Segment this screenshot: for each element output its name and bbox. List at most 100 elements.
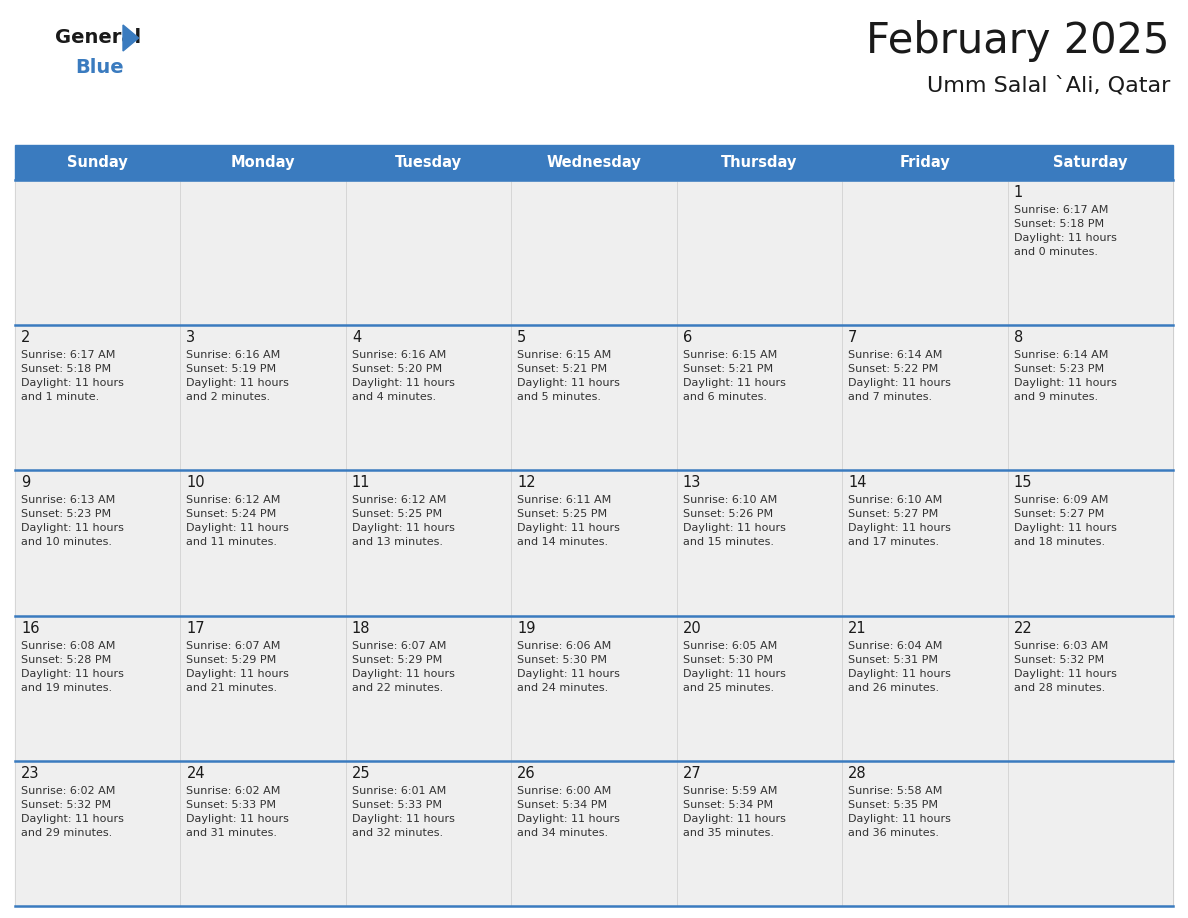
Text: Sunset: 5:18 PM: Sunset: 5:18 PM: [21, 364, 112, 375]
Text: 19: 19: [517, 621, 536, 635]
Text: Daylight: 11 hours: Daylight: 11 hours: [352, 378, 455, 388]
Text: Sunrise: 5:59 AM: Sunrise: 5:59 AM: [683, 786, 777, 796]
Text: and 18 minutes.: and 18 minutes.: [1013, 537, 1105, 547]
Text: and 9 minutes.: and 9 minutes.: [1013, 392, 1098, 402]
Text: Saturday: Saturday: [1053, 155, 1127, 170]
Text: Daylight: 11 hours: Daylight: 11 hours: [1013, 668, 1117, 678]
Bar: [181, 616, 346, 761]
Text: 9: 9: [21, 476, 30, 490]
Bar: [181, 761, 346, 906]
Text: Daylight: 11 hours: Daylight: 11 hours: [21, 813, 124, 823]
Text: and 29 minutes.: and 29 minutes.: [21, 828, 112, 838]
Text: Daylight: 11 hours: Daylight: 11 hours: [517, 813, 620, 823]
Text: Sunset: 5:20 PM: Sunset: 5:20 PM: [352, 364, 442, 375]
Text: and 35 minutes.: and 35 minutes.: [683, 828, 773, 838]
Text: Sunrise: 6:11 AM: Sunrise: 6:11 AM: [517, 496, 612, 506]
Text: 7: 7: [848, 330, 858, 345]
Text: Monday: Monday: [230, 155, 296, 170]
Bar: [346, 325, 511, 470]
Bar: [15, 180, 181, 325]
Text: Daylight: 11 hours: Daylight: 11 hours: [517, 378, 620, 388]
Text: and 28 minutes.: and 28 minutes.: [1013, 683, 1105, 692]
Text: 13: 13: [683, 476, 701, 490]
Bar: [842, 616, 1007, 761]
Text: and 21 minutes.: and 21 minutes.: [187, 683, 278, 692]
Text: and 10 minutes.: and 10 minutes.: [21, 537, 112, 547]
Text: 4: 4: [352, 330, 361, 345]
Text: Sunrise: 6:07 AM: Sunrise: 6:07 AM: [187, 641, 280, 651]
Text: Sunset: 5:23 PM: Sunset: 5:23 PM: [21, 509, 112, 520]
Text: Daylight: 11 hours: Daylight: 11 hours: [848, 378, 952, 388]
Text: Sunrise: 6:02 AM: Sunrise: 6:02 AM: [187, 786, 280, 796]
Text: and 11 minutes.: and 11 minutes.: [187, 537, 278, 547]
Bar: [511, 470, 677, 616]
Bar: [677, 616, 842, 761]
Text: Sunrise: 6:03 AM: Sunrise: 6:03 AM: [1013, 641, 1108, 651]
Text: and 26 minutes.: and 26 minutes.: [848, 683, 940, 692]
Text: Sunrise: 6:16 AM: Sunrise: 6:16 AM: [352, 350, 447, 360]
Text: Sunrise: 6:08 AM: Sunrise: 6:08 AM: [21, 641, 115, 651]
Text: Sunrise: 6:02 AM: Sunrise: 6:02 AM: [21, 786, 115, 796]
Text: Sunset: 5:31 PM: Sunset: 5:31 PM: [848, 655, 939, 665]
Text: Sunset: 5:21 PM: Sunset: 5:21 PM: [517, 364, 607, 375]
Text: Sunset: 5:24 PM: Sunset: 5:24 PM: [187, 509, 277, 520]
Text: Daylight: 11 hours: Daylight: 11 hours: [187, 523, 290, 533]
Text: and 14 minutes.: and 14 minutes.: [517, 537, 608, 547]
Text: General: General: [55, 28, 141, 47]
Text: 1: 1: [1013, 185, 1023, 200]
Text: Sunset: 5:33 PM: Sunset: 5:33 PM: [187, 800, 277, 810]
Text: Sunrise: 6:17 AM: Sunrise: 6:17 AM: [21, 350, 115, 360]
Text: Sunrise: 6:10 AM: Sunrise: 6:10 AM: [683, 496, 777, 506]
Text: and 1 minute.: and 1 minute.: [21, 392, 100, 402]
Text: 25: 25: [352, 766, 371, 781]
Bar: [842, 325, 1007, 470]
Text: and 31 minutes.: and 31 minutes.: [187, 828, 278, 838]
Text: Sunset: 5:26 PM: Sunset: 5:26 PM: [683, 509, 773, 520]
Text: Sunset: 5:18 PM: Sunset: 5:18 PM: [1013, 219, 1104, 229]
Text: and 24 minutes.: and 24 minutes.: [517, 683, 608, 692]
Text: Sunrise: 5:58 AM: Sunrise: 5:58 AM: [848, 786, 942, 796]
Bar: [15, 470, 181, 616]
Text: February 2025: February 2025: [866, 20, 1170, 62]
Text: Daylight: 11 hours: Daylight: 11 hours: [352, 668, 455, 678]
Bar: [346, 761, 511, 906]
Text: Sunrise: 6:12 AM: Sunrise: 6:12 AM: [187, 496, 280, 506]
Text: 17: 17: [187, 621, 206, 635]
Text: Sunset: 5:34 PM: Sunset: 5:34 PM: [517, 800, 607, 810]
Text: 11: 11: [352, 476, 371, 490]
Text: Daylight: 11 hours: Daylight: 11 hours: [517, 523, 620, 533]
Text: Sunset: 5:27 PM: Sunset: 5:27 PM: [848, 509, 939, 520]
Text: Daylight: 11 hours: Daylight: 11 hours: [848, 813, 952, 823]
Text: Sunset: 5:29 PM: Sunset: 5:29 PM: [187, 655, 277, 665]
Text: 23: 23: [21, 766, 39, 781]
Text: 27: 27: [683, 766, 701, 781]
Text: Wednesday: Wednesday: [546, 155, 642, 170]
Bar: [677, 761, 842, 906]
Bar: [181, 180, 346, 325]
Bar: [346, 470, 511, 616]
Bar: [181, 470, 346, 616]
Text: and 13 minutes.: and 13 minutes.: [352, 537, 443, 547]
Text: Daylight: 11 hours: Daylight: 11 hours: [187, 668, 290, 678]
Bar: [346, 180, 511, 325]
Text: Sunrise: 6:15 AM: Sunrise: 6:15 AM: [683, 350, 777, 360]
Bar: [842, 470, 1007, 616]
Bar: [15, 616, 181, 761]
Text: Daylight: 11 hours: Daylight: 11 hours: [683, 523, 785, 533]
Bar: [842, 180, 1007, 325]
Bar: [511, 616, 677, 761]
Text: 10: 10: [187, 476, 206, 490]
Text: Sunset: 5:35 PM: Sunset: 5:35 PM: [848, 800, 939, 810]
Text: and 2 minutes.: and 2 minutes.: [187, 392, 271, 402]
Text: Sunrise: 6:05 AM: Sunrise: 6:05 AM: [683, 641, 777, 651]
Text: and 0 minutes.: and 0 minutes.: [1013, 247, 1098, 257]
Bar: [15, 325, 181, 470]
Text: Daylight: 11 hours: Daylight: 11 hours: [187, 813, 290, 823]
Text: Daylight: 11 hours: Daylight: 11 hours: [683, 668, 785, 678]
Bar: [511, 180, 677, 325]
Text: Sunset: 5:30 PM: Sunset: 5:30 PM: [683, 655, 772, 665]
Text: Daylight: 11 hours: Daylight: 11 hours: [848, 668, 952, 678]
Text: 18: 18: [352, 621, 371, 635]
Text: 2: 2: [21, 330, 31, 345]
Text: 28: 28: [848, 766, 867, 781]
